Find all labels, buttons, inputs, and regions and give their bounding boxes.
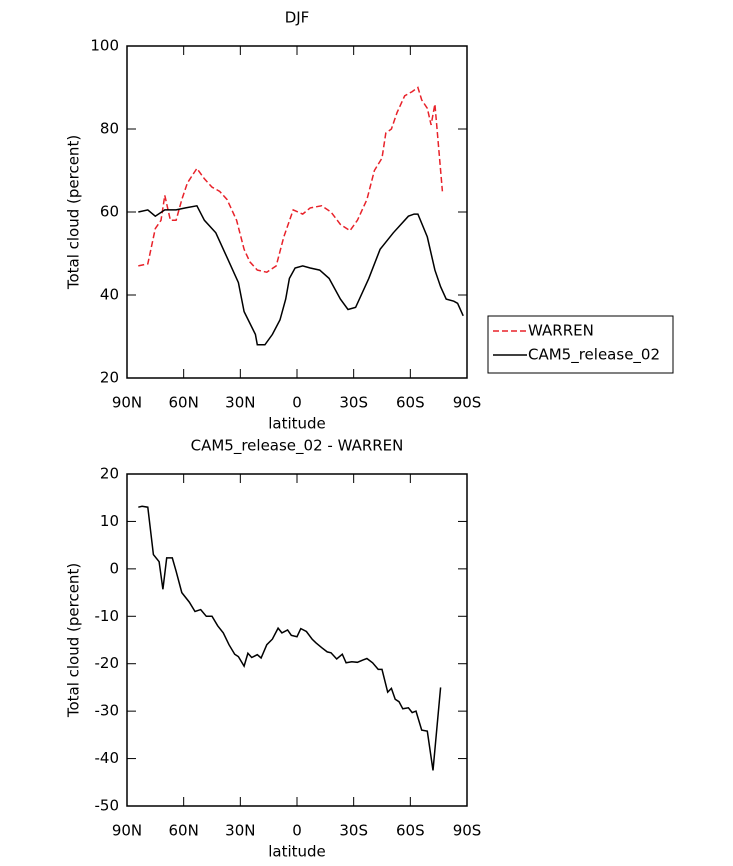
x-tick-label: 60N	[169, 822, 199, 840]
plot-frame	[126, 473, 468, 807]
y-axis-label: Total cloud (percent)	[65, 563, 83, 718]
y-tick-label: -10	[95, 607, 120, 625]
y-tick-label: 10	[100, 512, 119, 530]
legend-label: WARREN	[528, 322, 594, 340]
x-tick-label: 90N	[112, 394, 142, 412]
data-line	[138, 204, 464, 346]
y-tick-label: -50	[95, 797, 120, 815]
x-tick-label: 0	[292, 394, 302, 412]
x-tick-label: 30N	[225, 822, 255, 840]
data-line	[138, 505, 442, 771]
y-tick-label: 20	[100, 465, 119, 483]
legend-box	[487, 315, 674, 374]
y-tick-label: 40	[100, 286, 119, 304]
y-tick-label: 60	[100, 203, 119, 221]
x-tick-label: 60N	[169, 394, 199, 412]
x-tick-label: 90N	[112, 822, 142, 840]
x-axis-label: latitude	[268, 843, 326, 861]
y-tick-label: 80	[100, 120, 119, 138]
y-tick-label: 100	[90, 37, 119, 55]
x-tick-label: 30N	[225, 394, 255, 412]
x-axis-label: latitude	[268, 415, 326, 433]
x-tick-label: 30S	[339, 822, 368, 840]
y-tick-label: -30	[95, 702, 120, 720]
chart-title: CAM5_release_02 - WARREN	[191, 437, 404, 456]
x-tick-label: 30S	[339, 394, 368, 412]
x-tick-label: 60S	[396, 394, 425, 412]
x-tick-label: 0	[292, 822, 302, 840]
data-line	[138, 86, 444, 274]
y-tick-label: 20	[100, 369, 119, 387]
y-axis-label: Total cloud (percent)	[65, 135, 83, 290]
y-tick-label: 0	[109, 559, 119, 577]
chart-title: DJF	[285, 9, 310, 27]
y-tick-label: -20	[95, 654, 120, 672]
x-tick-label: 60S	[396, 822, 425, 840]
x-tick-label: 90S	[453, 394, 482, 412]
y-tick-label: -40	[95, 749, 120, 767]
legend-label: CAM5_release_02	[528, 346, 660, 365]
x-tick-label: 90S	[453, 822, 482, 840]
